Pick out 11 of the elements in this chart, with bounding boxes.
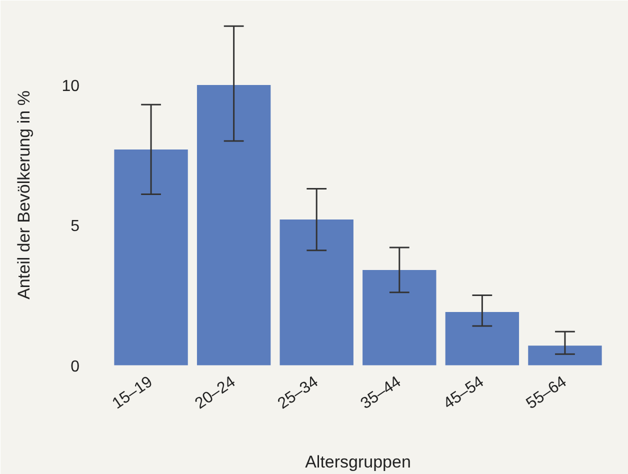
y-tick-label: 5	[70, 218, 80, 236]
y-axis-title: Anteil der Bevölkerung in %	[14, 90, 34, 300]
bar	[445, 312, 520, 366]
bar	[362, 270, 436, 366]
x-axis-title: Altersgruppen	[305, 452, 411, 472]
bar	[196, 84, 271, 366]
y-tick-label: 10	[62, 78, 80, 95]
bar	[280, 220, 354, 366]
bar	[528, 346, 602, 366]
y-tick-label: 0	[70, 358, 80, 376]
bar	[114, 149, 188, 366]
